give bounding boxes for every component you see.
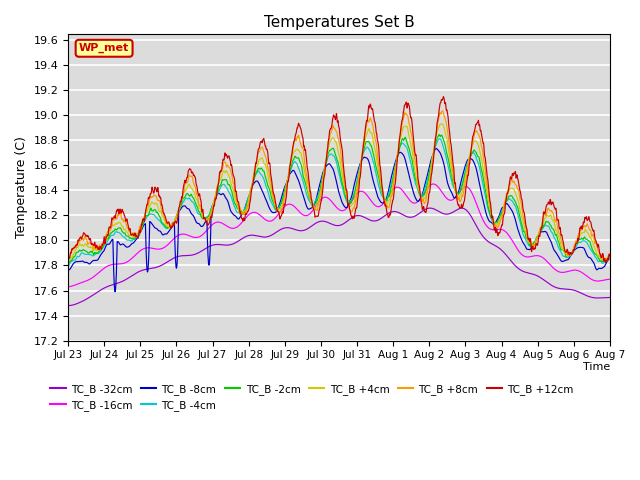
Title: Temperatures Set B: Temperatures Set B <box>264 15 414 30</box>
Legend: TC_B -32cm, TC_B -16cm, TC_B -8cm, TC_B -4cm, TC_B -2cm, TC_B +4cm, TC_B +8cm, T: TC_B -32cm, TC_B -16cm, TC_B -8cm, TC_B … <box>46 380 578 415</box>
Text: Time: Time <box>582 362 610 372</box>
Y-axis label: Temperature (C): Temperature (C) <box>15 136 28 238</box>
Text: WP_met: WP_met <box>79 43 129 53</box>
